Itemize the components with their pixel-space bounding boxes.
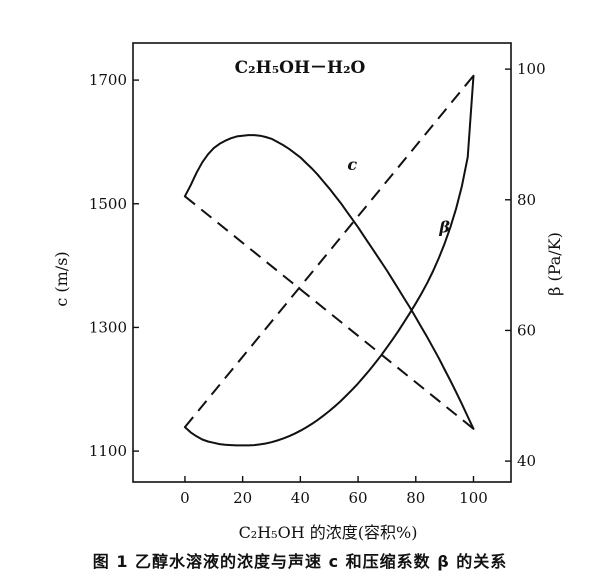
series-label-0: c	[347, 155, 357, 174]
x-tick-label: 0	[180, 489, 190, 507]
figure-caption: 图 1 乙醇水溶液的浓度与声速 c 和压缩系数 β 的关系	[92, 552, 508, 571]
series-labels: cβ	[347, 155, 450, 237]
series-line-2	[183, 74, 475, 447]
right-tick-label: 40	[517, 452, 536, 470]
right-axis-ticks: 40 60 80 100	[505, 60, 546, 470]
series-line-0	[183, 134, 475, 430]
x-tick-label: 100	[459, 489, 488, 507]
x-tick-label: 20	[233, 489, 252, 507]
left-axis-title: c (m/s)	[52, 251, 71, 306]
x-axis-title: C₂H₅OH 的浓度(容积%)	[239, 523, 418, 542]
plot-border	[132, 42, 512, 483]
x-axis-ticks: 0 20 40 60 80 100	[180, 476, 488, 507]
left-tick-label: 1700	[89, 71, 127, 89]
left-tick-label: 1100	[89, 442, 127, 460]
right-tick-label: 80	[517, 191, 536, 209]
right-tick-label: 100	[517, 60, 546, 78]
right-axis-title: β (Pa/K)	[545, 232, 564, 296]
left-tick-label: 1500	[89, 195, 127, 213]
left-axis-ticks: 1100 1300 1500 1700	[89, 71, 139, 460]
x-tick-label: 80	[406, 489, 425, 507]
plot-frame	[132, 42, 512, 483]
x-tick-label: 60	[349, 489, 368, 507]
right-tick-label: 60	[517, 321, 536, 339]
series-line-3	[184, 75, 475, 428]
left-tick-label: 1300	[89, 318, 127, 336]
series-group	[183, 74, 475, 447]
chart-title: C₂H₅OH－H₂O	[235, 58, 366, 78]
x-tick-label: 40	[291, 489, 310, 507]
series-label-2: β	[438, 217, 450, 236]
series-line-1	[184, 195, 475, 430]
